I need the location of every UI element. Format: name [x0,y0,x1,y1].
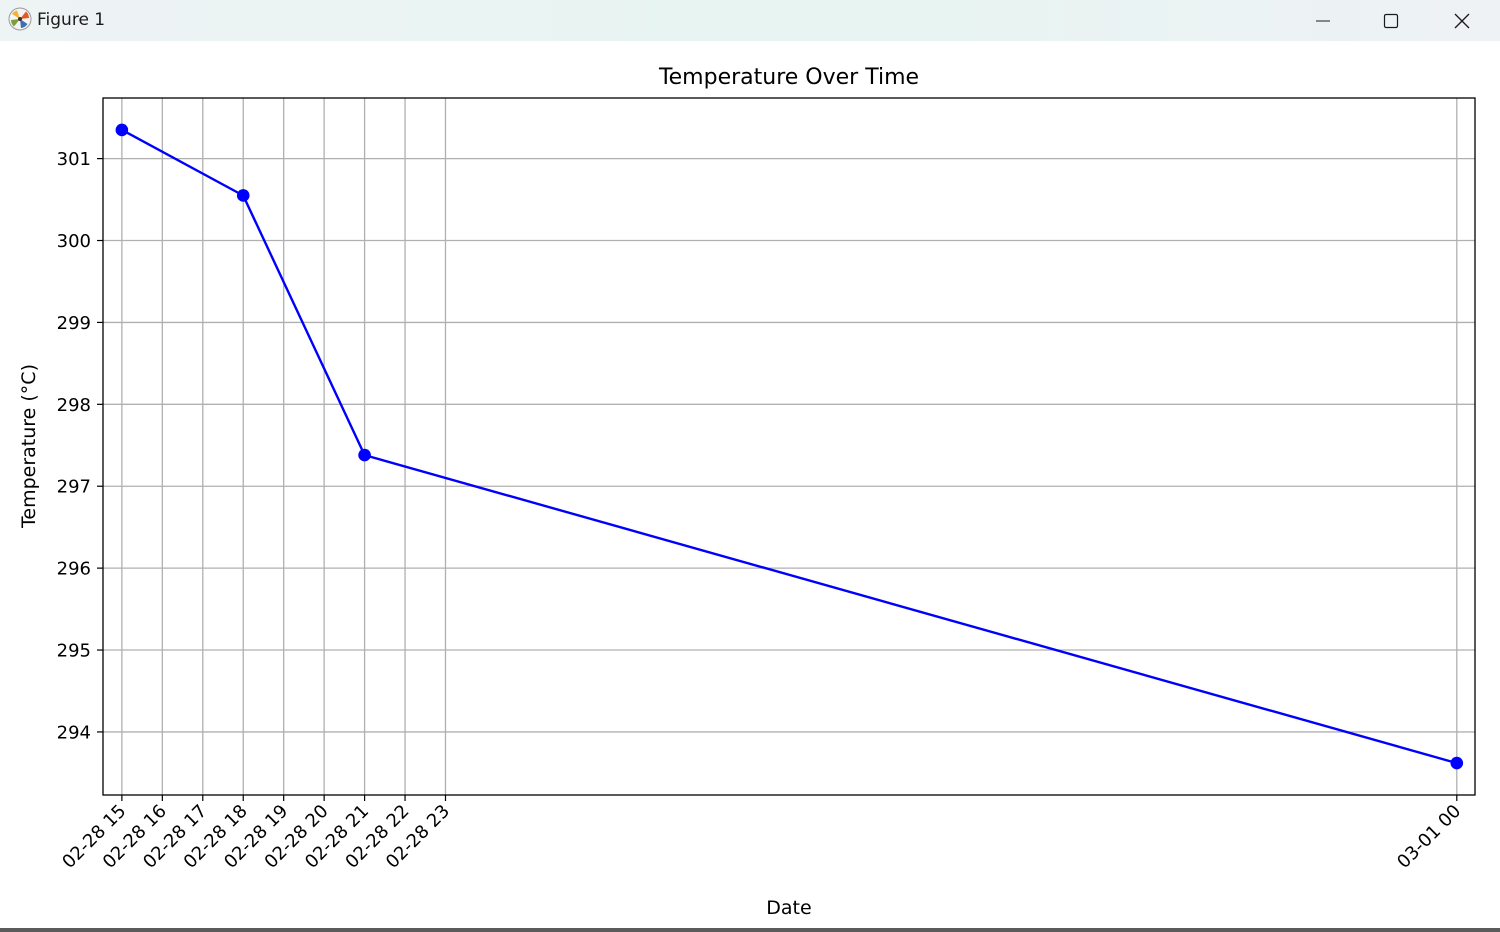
close-button[interactable] [1427,0,1497,41]
maximize-icon [1383,13,1399,28]
data-point-marker [115,123,129,137]
data-point-marker [236,189,250,202]
y-tick-label: 294 [57,722,91,743]
x-tick-label: 03-01 00 [1393,801,1465,873]
grid-lines [103,98,1475,795]
taskbar-edge [0,928,1500,932]
y-tick-label: 299 [57,313,91,334]
y-tick-label: 298 [57,395,91,416]
minimize-button[interactable] [1288,0,1358,41]
series-line [121,128,1458,765]
series-layer [115,123,1464,770]
matplotlib-logo-icon [8,7,32,31]
window-title: Figure 1 [37,10,106,30]
y-tick-label: 295 [57,641,91,662]
data-point-marker [358,448,371,462]
maximize-button[interactable] [1356,0,1426,41]
chart-title: Temperature Over Time [658,65,919,90]
window-border [1497,41,1500,932]
plot-frame [102,97,1476,796]
close-icon [1454,13,1470,28]
y-axis-label: Temperature (°C) [18,364,40,529]
figure-canvas: 294 295 296 297 298 299 300 301 02-28 15 02-28 1… [0,41,1497,928]
y-tick-label: 297 [57,477,91,498]
y-tick-label: 296 [57,559,91,580]
minimize-icon [1316,20,1330,21]
y-axis: 294 295 296 297 298 299 300 301 [57,149,103,743]
y-tick-label: 301 [57,149,91,170]
x-axis-label: Date [766,897,811,919]
title-bar[interactable]: Figure 1 [0,0,1500,41]
y-tick-label: 300 [57,231,91,252]
data-point-marker [1450,756,1464,770]
